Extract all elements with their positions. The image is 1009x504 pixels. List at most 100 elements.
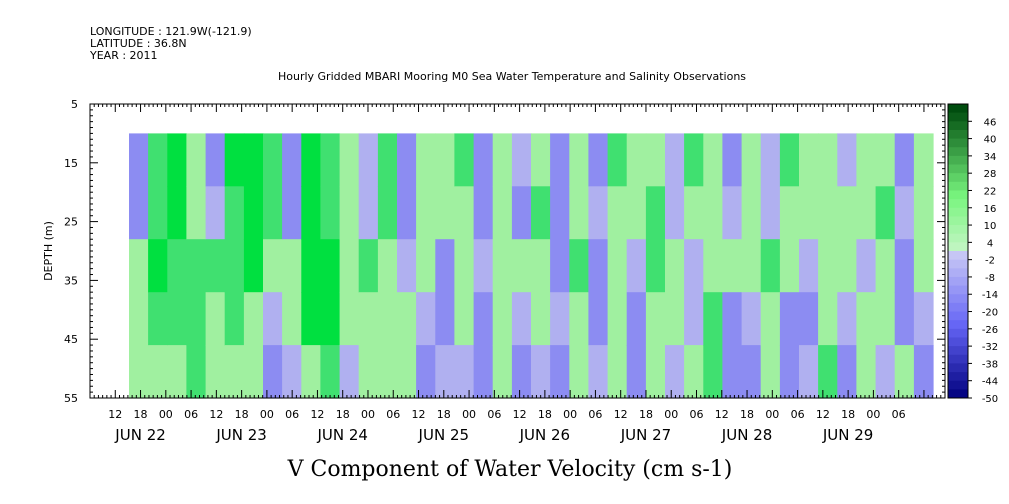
heatmap-cell (626, 133, 647, 187)
y-tick-label: 45 (64, 333, 78, 346)
heatmap-cell (607, 345, 628, 399)
colorbar-swatch (948, 216, 968, 226)
heatmap-cell (263, 345, 283, 399)
heatmap-cell (492, 186, 513, 240)
heatmap-cell (320, 345, 341, 399)
heatmap-cell (722, 133, 743, 187)
x-hour-label: 12 (412, 408, 426, 421)
x-hour-label: 00 (361, 408, 375, 421)
heatmap-cell (377, 239, 398, 293)
x-hour-label: 00 (664, 408, 678, 421)
colorbar-swatch (948, 251, 968, 261)
heatmap-cell (531, 292, 551, 346)
heatmap-cell (358, 292, 379, 346)
heatmap-cell (779, 345, 800, 399)
heatmap-cell (645, 292, 666, 346)
colorbar-label: 28 (984, 169, 997, 180)
colorbar-label: 10 (984, 221, 997, 232)
heatmap-cell (665, 292, 685, 346)
heatmap-cell (837, 239, 857, 293)
heatmap-cell (875, 133, 896, 187)
heatmap-cell (703, 345, 723, 399)
contour-field (129, 133, 934, 399)
heatmap-cell (550, 345, 570, 399)
heatmap-cell (722, 186, 743, 240)
x-hour-label: 12 (513, 408, 527, 421)
heatmap-cell (760, 133, 781, 187)
colorbar-label: -20 (982, 308, 998, 319)
heatmap-cell (799, 133, 819, 187)
x-hour-label: 18 (740, 408, 754, 421)
colorbar-swatch (948, 199, 968, 209)
x-hour-label: 18 (336, 408, 350, 421)
heatmap-cell (626, 345, 647, 399)
heatmap-cell (511, 292, 532, 346)
colorbar-swatch (948, 259, 968, 269)
heatmap-cell (856, 239, 877, 293)
heatmap-cell (148, 239, 168, 293)
heatmap-cell (205, 292, 226, 346)
heatmap-cell (148, 345, 168, 399)
heatmap-cell (397, 133, 417, 187)
heatmap-cell (569, 186, 589, 240)
heatmap-cell (741, 292, 762, 346)
colorbar-swatch (948, 138, 968, 148)
heatmap-cell (913, 292, 934, 346)
heatmap-cell (894, 239, 915, 293)
x-hour-label: 12 (209, 408, 223, 421)
colorbar-label: -38 (982, 359, 998, 370)
heatmap-cell (416, 186, 436, 240)
heatmap-cell (320, 133, 341, 187)
heatmap-cell (760, 186, 781, 240)
x-hour-label: 00 (462, 408, 476, 421)
colorbar-label: 34 (984, 152, 997, 163)
colorbar-swatch (948, 104, 968, 114)
heatmap-cell (186, 186, 207, 240)
heatmap-cell (416, 133, 436, 187)
heatmap-cell (665, 133, 685, 187)
heatmap-cell (282, 133, 302, 187)
heatmap-cell (263, 239, 283, 293)
heatmap-cell (435, 345, 455, 399)
colorbar-swatch (948, 181, 968, 191)
heatmap-cell (550, 133, 570, 187)
heatmap-cell (779, 292, 800, 346)
heatmap-cell (377, 345, 398, 399)
heatmap-cell (588, 345, 609, 399)
heatmap-cell (703, 239, 723, 293)
y-tick-label: 5 (71, 98, 78, 111)
heatmap-cell (416, 239, 436, 293)
heatmap-cell (741, 239, 762, 293)
heatmap-cell (282, 186, 302, 240)
heatmap-cell (741, 345, 762, 399)
heatmap-cell (626, 239, 647, 293)
heatmap-cell (167, 345, 187, 399)
heatmap-cell (492, 239, 513, 293)
heatmap-cell (435, 186, 455, 240)
heatmap-cell (339, 239, 360, 293)
heatmap-cell (588, 186, 609, 240)
heatmap-cell (224, 345, 245, 399)
heatmap-cell (511, 133, 532, 187)
heatmap-cell (837, 292, 857, 346)
heatmap-cell (339, 292, 360, 346)
x-axis: 12 18 00 06 12 18 00 06 12 18 00 06 12 18 00 06 12 18 00 06… (89, 104, 946, 444)
heatmap-cell (588, 133, 609, 187)
x-hour-label: 18 (538, 408, 552, 421)
heatmap-cell (607, 239, 628, 293)
heatmap-cell (320, 239, 341, 293)
heatmap-cell (473, 292, 494, 346)
colorbar-swatch (948, 372, 968, 382)
heatmap-cell (473, 239, 494, 293)
colorbar-swatch (948, 328, 968, 338)
x-day-label: JUN 29 (822, 426, 873, 444)
heatmap-cell (301, 239, 321, 293)
heatmap-cell (760, 345, 781, 399)
colorbar-label: -8 (985, 273, 995, 284)
heatmap-cell (282, 292, 302, 346)
colorbar-label: 40 (984, 135, 997, 146)
y-tick-label: 25 (64, 216, 78, 229)
heatmap-cell (454, 186, 475, 240)
heatmap-cell (454, 239, 475, 293)
heatmap-cell (818, 239, 838, 293)
